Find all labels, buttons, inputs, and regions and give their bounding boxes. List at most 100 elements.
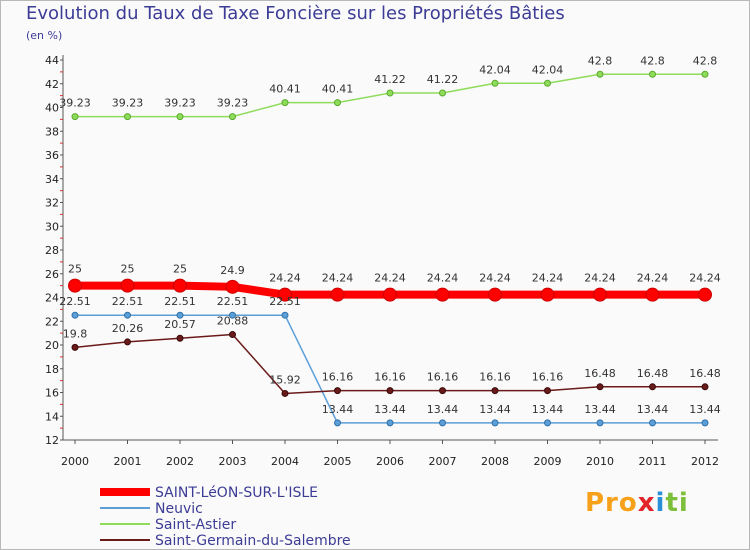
data-point (649, 70, 656, 78)
data-point (701, 70, 709, 78)
data-label: 16.16 (479, 371, 511, 384)
data-label: 42.8 (588, 54, 613, 67)
data-point (386, 387, 394, 395)
data-label: 16.48 (584, 367, 616, 380)
legend-label: Saint-Astier (155, 517, 236, 533)
data-point (176, 113, 184, 121)
x-tick-label: 2007 (429, 455, 457, 468)
x-tick-label: 2003 (219, 455, 247, 468)
chart-title: Evolution du Taux de Taxe Foncière sur l… (26, 3, 565, 24)
x-tick-label: 2002 (166, 455, 194, 468)
y-tick-label: 18 (45, 363, 59, 376)
data-label: 40.41 (269, 83, 301, 96)
data-label: 22.51 (164, 295, 196, 308)
y-tick-label: 40 (45, 102, 59, 115)
data-label: 24.24 (584, 272, 616, 285)
data-point (124, 338, 131, 346)
data-point (281, 389, 289, 397)
data-point (439, 89, 446, 97)
data-label: 39.23 (59, 97, 91, 110)
data-label: 24.9 (220, 264, 245, 277)
legend-label: Saint-Germain-du-Salembre (155, 533, 351, 549)
data-label: 39.23 (164, 97, 196, 110)
data-label: 13.44 (427, 403, 459, 416)
data-label: 22.51 (59, 295, 91, 308)
data-point (544, 419, 551, 427)
data-point (701, 383, 709, 391)
data-point (229, 113, 236, 121)
data-point (439, 419, 446, 427)
data-point (71, 343, 79, 351)
data-point (593, 287, 607, 302)
data-label: 39.23 (112, 97, 144, 110)
data-point (225, 279, 240, 294)
data-point (124, 113, 131, 121)
series-line-3 (74, 333, 705, 395)
data-point (176, 334, 184, 342)
data-point (596, 419, 604, 427)
data-point (645, 287, 660, 302)
logo-part-4: ti (665, 488, 689, 518)
x-tick-label: 2001 (114, 455, 142, 468)
x-tick-label: 2009 (534, 455, 562, 468)
data-label: 13.44 (374, 403, 406, 416)
data-point (281, 99, 289, 107)
data-point (120, 278, 135, 293)
legend-label: Neuvic (155, 501, 203, 517)
data-label: 24.24 (427, 272, 459, 285)
y-tick-label: 24 (45, 292, 59, 305)
data-point (439, 387, 446, 395)
y-tick-label: 16 (45, 387, 59, 400)
data-point (596, 383, 604, 391)
data-point (68, 278, 82, 293)
y-tick-label: 38 (45, 125, 59, 138)
y-tick-label: 32 (45, 197, 59, 210)
data-label: 13.44 (479, 403, 511, 416)
data-label: 16.16 (427, 371, 459, 384)
y-tick-label: 42 (45, 78, 59, 91)
x-tick-label: 2008 (481, 455, 509, 468)
data-label: 24.24 (374, 272, 406, 285)
data-point (330, 287, 345, 302)
data-label: 16.48 (689, 367, 721, 380)
y-tick-label: 34 (45, 173, 59, 186)
data-label: 40.41 (322, 83, 354, 96)
data-point (491, 419, 499, 427)
data-label: 20.88 (217, 315, 249, 328)
data-point (435, 287, 450, 302)
data-point (278, 287, 292, 302)
logo-part-3: i (655, 488, 666, 518)
data-point (540, 287, 555, 302)
data-label: 13.44 (637, 403, 669, 416)
y-tick-label: 22 (45, 315, 59, 328)
data-label: 16.16 (374, 371, 406, 384)
proxiti-logo: Proxiti (585, 488, 689, 518)
data-label: 24.24 (479, 272, 511, 285)
x-tick-label: 2012 (691, 455, 719, 468)
data-point (71, 113, 79, 121)
logo-part-1: Pro (585, 488, 638, 518)
data-point (124, 311, 131, 319)
data-point (229, 311, 236, 319)
data-point (386, 89, 394, 97)
data-label: 39.23 (217, 97, 249, 110)
x-tick-label: 2011 (639, 455, 667, 468)
logo-part-2: x (637, 488, 656, 518)
data-point (596, 70, 604, 78)
y-tick-label: 44 (45, 54, 59, 67)
data-label: 41.22 (427, 73, 459, 86)
data-point (176, 311, 184, 319)
data-label: 20.26 (112, 322, 144, 335)
y-tick-label: 30 (45, 220, 59, 233)
data-label: 13.44 (584, 403, 616, 416)
data-label: 19.8 (63, 327, 88, 340)
data-label: 22.51 (217, 295, 249, 308)
series-layer (68, 70, 712, 427)
data-label: 24.24 (322, 272, 354, 285)
data-point (491, 79, 499, 87)
data-point (701, 419, 709, 427)
data-label: 16.16 (532, 371, 564, 384)
y-tick-label: 12 (45, 434, 59, 447)
y-tick-label: 26 (45, 268, 59, 281)
